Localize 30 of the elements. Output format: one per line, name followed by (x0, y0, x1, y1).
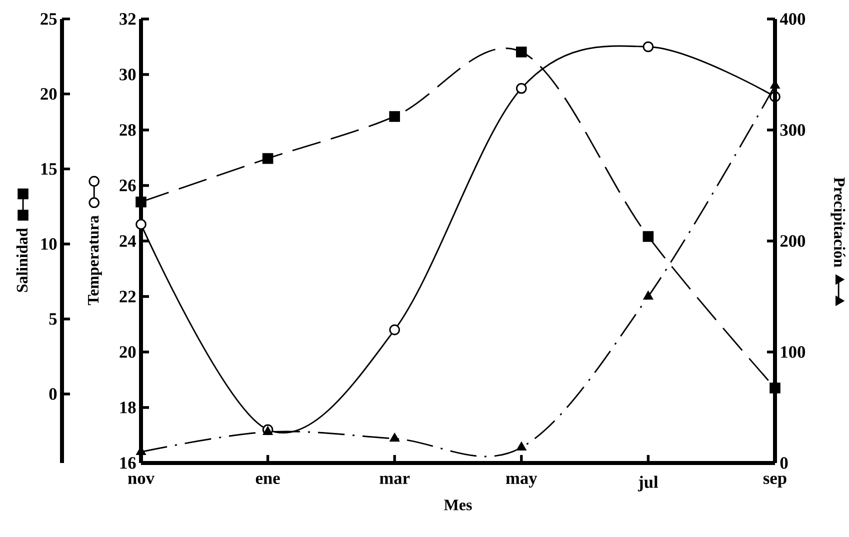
y2-tick-label: 100 (781, 346, 806, 358)
y2-axis-title: Precipitación (830, 177, 846, 268)
y-tick-label: 18 (120, 402, 136, 414)
y3-tick-label: 20 (40, 88, 57, 100)
x-tick-label: sep (763, 476, 786, 488)
y3-tick-label: 0 (49, 388, 57, 400)
y3-tick-label: 15 (41, 163, 57, 175)
x-tick-label: may (506, 476, 538, 488)
x-tick-label: nov (128, 476, 154, 484)
y3-tick-label: 25 (40, 13, 57, 25)
y-tick-label: 24 (120, 235, 136, 247)
y3-tick-label: 5 (49, 313, 57, 325)
y-tick-label: 30 (120, 68, 136, 80)
y2-tick-label: 300 (780, 124, 806, 136)
y2-tick-label: 200 (780, 235, 806, 247)
x-axis-title: Mes (444, 500, 472, 510)
y3-axis-title: Salinidad (16, 228, 28, 292)
y-tick-label: 16 (120, 457, 136, 469)
y-axis-title: Temperatura (88, 216, 102, 306)
x-tick-label: mar (380, 476, 410, 484)
y2-tick-label: 400 (780, 13, 806, 25)
y-tick-label: 22 (120, 290, 136, 302)
y-tick-label: 26 (120, 180, 136, 192)
x-tick-label: ene (256, 476, 280, 484)
x-tick-label: jul (638, 476, 658, 492)
y2-tick-label: 0 (780, 457, 788, 469)
y3-tick-label: 10 (41, 238, 57, 250)
y-tick-label: 28 (120, 124, 136, 136)
y-tick-label: 32 (120, 13, 136, 25)
y-tick-label: 20 (120, 346, 136, 358)
